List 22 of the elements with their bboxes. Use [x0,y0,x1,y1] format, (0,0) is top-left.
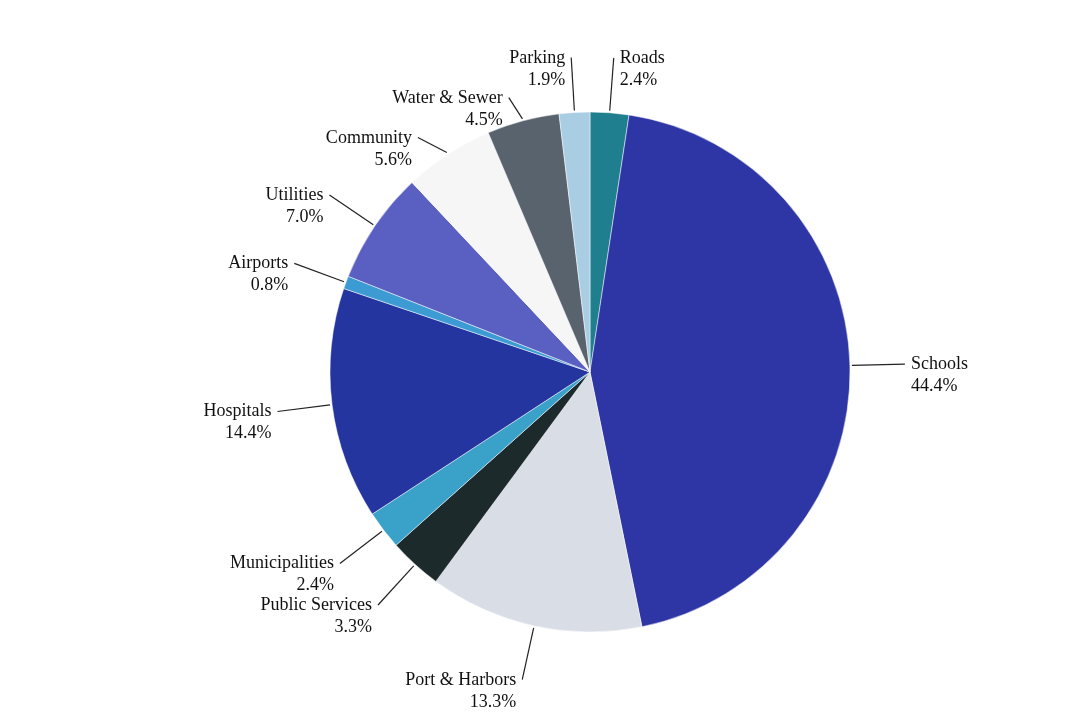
slice-label: Hospitals [203,400,272,421]
data-label: 14.4% [224,422,272,443]
data-label: 44.4% [910,375,958,396]
slice-label: Schools [910,353,968,374]
slice-label: Airports [228,252,289,273]
slice-label: Community [325,126,412,147]
data-label: 2.4% [296,574,334,595]
slice-label: Utilities [265,183,324,204]
data-label: 5.6% [374,148,412,169]
slice-label: Port & Harbors [405,668,517,689]
data-label: 4.5% [465,108,503,129]
slice-label: Municipalities [229,552,334,573]
slice-label: Parking [509,46,566,67]
data-label: 13.3% [469,690,517,711]
slice-label: Public Services [260,593,372,614]
data-label: 2.4% [619,68,658,89]
slice-label: Roads [619,46,665,67]
data-label: 0.8% [250,274,289,295]
data-label: 3.3% [334,615,372,636]
data-label: 1.9% [527,68,566,89]
data-label: 7.0% [285,205,324,226]
slice-label: Water & Sewer [392,86,503,107]
